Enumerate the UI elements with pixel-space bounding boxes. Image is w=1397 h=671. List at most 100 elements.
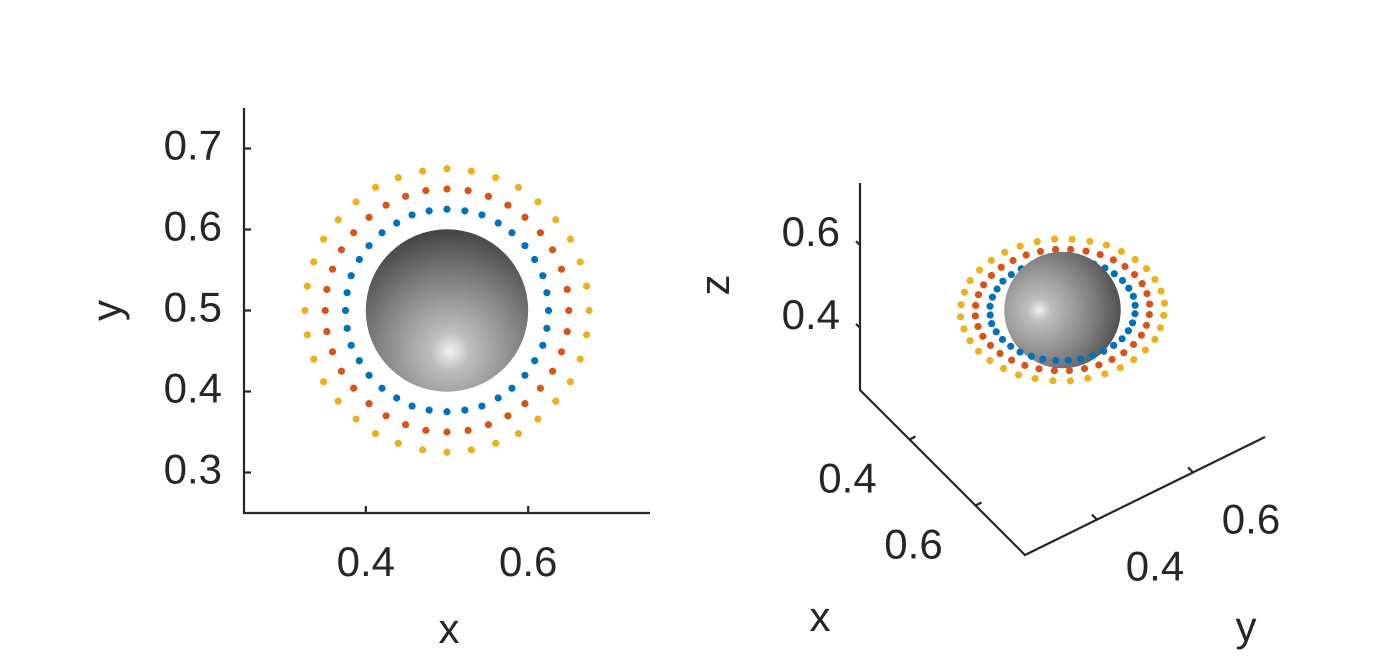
- point: [443, 428, 451, 436]
- point: [1095, 361, 1103, 369]
- point: [323, 285, 331, 294]
- point: [319, 378, 328, 386]
- point: [378, 229, 386, 237]
- point: [352, 198, 360, 206]
- point: [544, 306, 553, 315]
- point: [1039, 355, 1047, 363]
- x-tick-label: 0.4: [818, 455, 876, 502]
- point: [1036, 247, 1045, 256]
- point: [1125, 284, 1133, 292]
- point: [1082, 247, 1090, 255]
- point: [1143, 289, 1151, 298]
- point: [996, 349, 1004, 358]
- point: [408, 402, 416, 410]
- point: [531, 357, 539, 365]
- point: [393, 394, 401, 402]
- point: [1052, 356, 1060, 365]
- point: [576, 258, 584, 266]
- y-tick-label: 0.3: [164, 446, 222, 493]
- point: [401, 421, 410, 429]
- point: [1120, 349, 1128, 357]
- point: [1031, 374, 1039, 383]
- point: [328, 348, 337, 356]
- point: [484, 192, 493, 200]
- point: [443, 448, 451, 456]
- point: [393, 219, 401, 227]
- point: [419, 167, 427, 175]
- point: [1066, 377, 1075, 385]
- point: [1084, 374, 1092, 382]
- point: [1118, 276, 1127, 285]
- point: [1101, 370, 1109, 378]
- point: [992, 328, 1000, 336]
- x-axis-label: x: [439, 605, 460, 652]
- point: [1142, 265, 1151, 273]
- point: [1160, 311, 1168, 319]
- point: [425, 406, 433, 414]
- point: [508, 384, 516, 392]
- point: [365, 400, 373, 408]
- x-tick-label: 0.6: [884, 521, 942, 568]
- point: [563, 285, 571, 294]
- z-tick-label: 0.6: [782, 208, 840, 255]
- point: [343, 289, 351, 297]
- y-tick-label: 0.4: [164, 365, 222, 412]
- point: [1001, 248, 1009, 256]
- point: [1077, 355, 1085, 363]
- y-tick-label: 0.4: [1126, 543, 1184, 590]
- point: [1016, 348, 1024, 356]
- point: [1137, 331, 1145, 339]
- y-tick-label: 0.6: [164, 203, 222, 250]
- point: [1065, 367, 1073, 375]
- point: [492, 174, 500, 182]
- point: [966, 277, 974, 285]
- point: [986, 311, 994, 319]
- point: [521, 371, 529, 379]
- point: [355, 357, 363, 365]
- point: [443, 408, 451, 416]
- point: [1151, 335, 1159, 343]
- point: [563, 327, 571, 336]
- point: [585, 306, 593, 315]
- x-tick: [975, 501, 982, 507]
- point: [350, 384, 358, 392]
- point: [534, 415, 542, 423]
- sphere: [1004, 251, 1121, 369]
- z-tick-label: 0.4: [782, 291, 840, 338]
- point: [971, 312, 979, 320]
- point: [583, 331, 591, 339]
- point: [1121, 262, 1129, 271]
- point: [1141, 346, 1150, 354]
- point: [461, 207, 469, 215]
- axis-line: [242, 108, 650, 515]
- point: [1050, 367, 1058, 375]
- point: [494, 219, 502, 227]
- point: [956, 313, 965, 321]
- point: [301, 306, 309, 315]
- point: [328, 265, 337, 273]
- point: [303, 282, 311, 290]
- point: [352, 415, 360, 423]
- point: [536, 229, 544, 237]
- point: [478, 402, 486, 410]
- point: [365, 242, 373, 250]
- point: [974, 347, 983, 355]
- y-axis-label: y: [83, 300, 130, 321]
- point: [504, 412, 512, 420]
- point: [997, 263, 1005, 271]
- y-tick: [1187, 466, 1194, 474]
- point: [1022, 251, 1030, 259]
- point: [999, 364, 1008, 373]
- point: [557, 348, 566, 356]
- point: [355, 255, 363, 264]
- point: [557, 265, 566, 273]
- point: [1102, 241, 1111, 249]
- point: [566, 235, 575, 243]
- point: [1131, 310, 1139, 318]
- x-tick-label: 0.6: [499, 538, 557, 585]
- point: [1131, 255, 1139, 264]
- point: [543, 324, 551, 332]
- point: [1108, 355, 1116, 364]
- point: [1124, 327, 1132, 335]
- point: [1050, 235, 1059, 243]
